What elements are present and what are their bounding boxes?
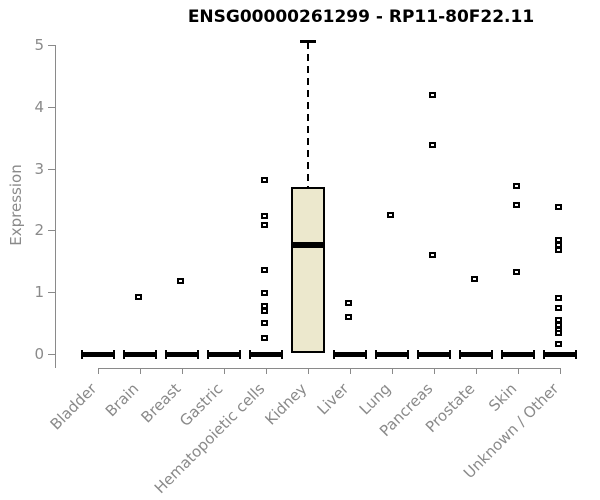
y-axis-line [55,45,56,368]
boxplot-zero-bar [543,350,577,359]
outlier-point [345,313,352,320]
x-tick [392,368,393,374]
outlier-point [261,320,268,327]
boxplot-zero-bar [165,350,199,359]
outlier-point [555,305,562,312]
boxplot-zero-bar [501,350,535,359]
chart-title: ENSG00000261299 - RP11-80F22.11 [187,7,535,27]
outlier-point [555,203,562,210]
outlier-point [429,142,436,149]
boxplot-box [291,187,325,353]
outlier-point [555,341,562,348]
boxplot-zero-bar [207,350,241,359]
y-tick [48,292,55,294]
outlier-point [471,276,478,283]
x-tick [140,368,141,374]
boxplot-zero-bar [81,350,115,359]
x-tick [224,368,225,374]
y-tick-label: 5 [34,36,44,54]
x-tick [266,368,267,374]
y-tick [48,168,55,170]
outlier-point [513,268,520,275]
outlier-point [555,294,562,301]
median-line [291,242,325,249]
y-tick-label: 2 [34,221,44,240]
boxplot-zero-bar [123,350,157,359]
outlier-point [135,294,142,301]
y-tick-label: 3 [34,159,44,178]
whisker-line [307,41,309,188]
outlier-point [261,213,268,220]
boxplot-zero-bar [459,350,493,359]
outlier-point [513,202,520,209]
y-tick [48,45,55,46]
outlier-point [345,299,352,306]
x-tick [308,368,309,374]
outlier-point [555,247,562,254]
x-tick [560,368,561,374]
y-tick [48,230,55,232]
boxplot-zero-bar [249,350,283,359]
x-tick [434,368,435,374]
x-tick [476,368,477,374]
outlier-point [261,289,268,296]
y-tick-label: 0 [34,345,44,363]
outlier-point [261,266,268,273]
whisker-cap [300,39,316,43]
x-tick [182,368,183,374]
y-tick [48,106,55,108]
outlier-point [261,221,268,228]
outlier-point [429,92,436,99]
outlier-point [513,182,520,189]
boxplot-zero-bar [375,350,409,359]
x-tick [518,368,519,374]
outlier-point [261,176,268,183]
x-tick [98,368,99,374]
outlier-point [177,278,184,285]
x-tick [350,368,351,374]
outlier-point [261,334,268,341]
x-axis-line [98,368,560,369]
y-tick-label: 4 [34,97,44,116]
boxplot-zero-bar [417,350,451,359]
outlier-point [555,329,562,336]
outlier-point [387,211,394,218]
y-tick-label: 1 [34,283,44,302]
outlier-point [261,307,268,314]
outlier-point [429,252,436,259]
boxplot-zero-bar [333,350,367,359]
y-tick [48,354,55,355]
